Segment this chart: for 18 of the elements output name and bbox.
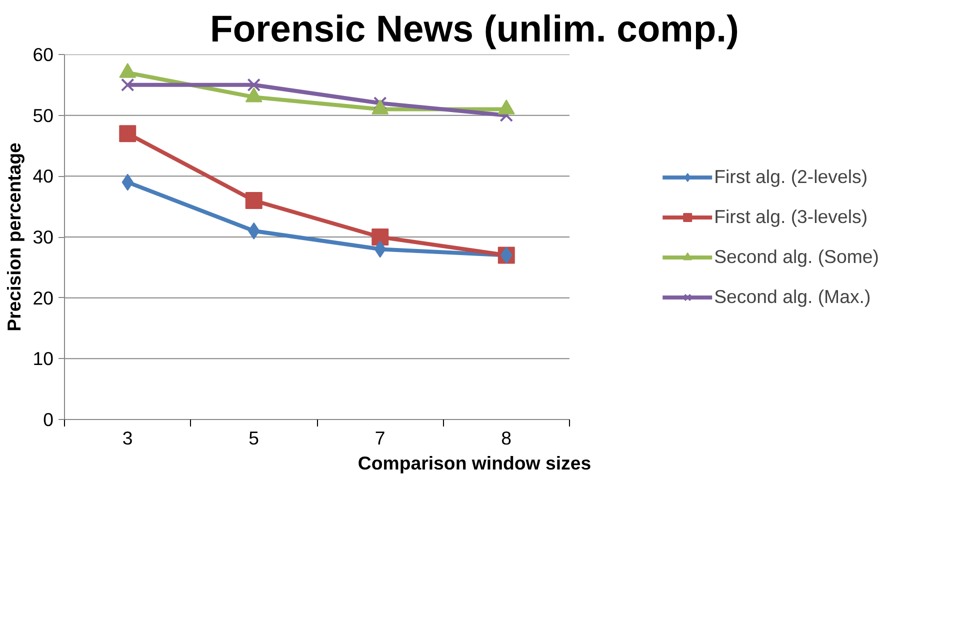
- y-tick-label: 30: [32, 226, 54, 248]
- legend-label: Second alg. (Some): [714, 246, 879, 268]
- y-tick-label: 10: [32, 348, 54, 370]
- legend-label: First alg. (3-levels): [714, 206, 868, 228]
- x-tick-label: 7: [374, 428, 386, 448]
- x-axis-title: Comparison window sizes: [358, 452, 592, 474]
- legend-label: Second alg. (Max.): [714, 286, 871, 308]
- y-tick-label: 0: [43, 409, 54, 430]
- x-tick-label: 3: [122, 428, 133, 448]
- y-tick-label: 20: [32, 287, 54, 308]
- chart-title: Forensic News (unlim. comp.): [210, 8, 739, 50]
- x-tick-label: 8: [501, 428, 512, 448]
- y-axis-title: Precision percentage: [4, 142, 25, 332]
- y-tick-label: 60: [32, 44, 54, 65]
- legend-label: First alg. (2-levels): [714, 166, 868, 188]
- x-tick-label: 5: [248, 428, 260, 448]
- y-tick-label: 50: [32, 104, 54, 126]
- y-tick-label: 40: [32, 166, 54, 187]
